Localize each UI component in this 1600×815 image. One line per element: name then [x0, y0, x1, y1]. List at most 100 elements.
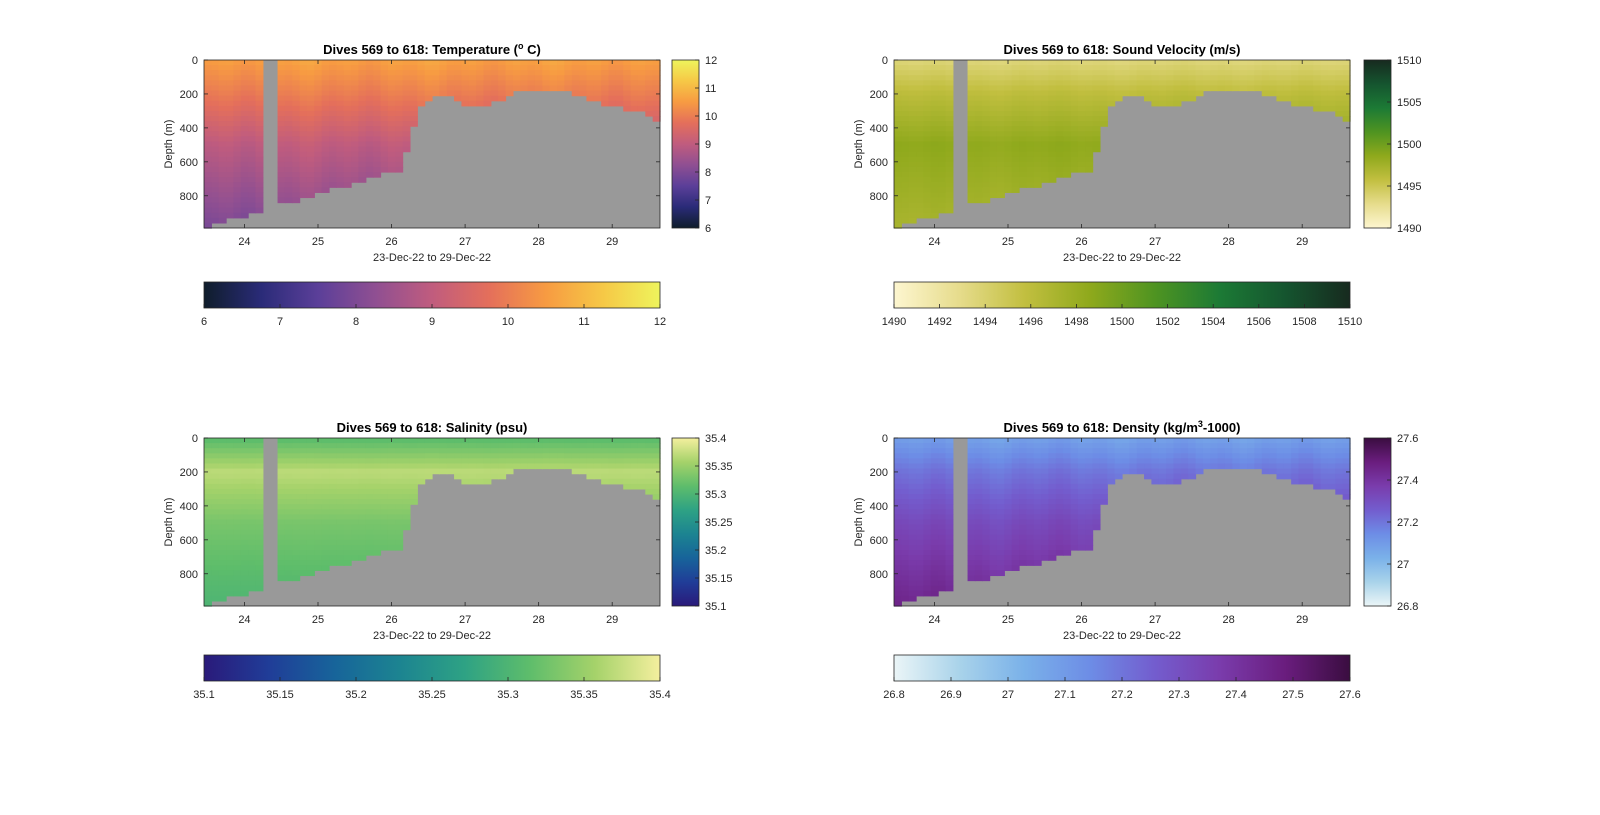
heatmap-cell: [446, 463, 455, 470]
heatmap-cell: [351, 488, 360, 495]
heatmap-cell: [1217, 443, 1226, 449]
heatmap-cell: [277, 161, 286, 168]
heatmap-cell: [1269, 443, 1278, 449]
heatmap-cell: [1070, 141, 1079, 148]
heatmap-cell: [938, 177, 947, 183]
heatmap-cell: [982, 60, 991, 66]
heatmap-cell: [1122, 75, 1130, 81]
heatmap-cell: [557, 75, 565, 81]
heatmap-cell: [211, 443, 220, 449]
heatmap-cell: [1261, 438, 1270, 444]
heatmap-cell: [1077, 509, 1086, 515]
heatmap-cell: [402, 524, 411, 531]
heatmap-cell: [901, 448, 910, 454]
heatmap-cell: [1055, 161, 1064, 168]
heatmap-cell: [974, 70, 983, 76]
heatmap-cell: [1026, 90, 1035, 97]
heatmap-cell: [967, 110, 976, 117]
heatmap-cell: [284, 565, 293, 571]
heatmap-cell: [586, 80, 595, 87]
heatmap-cell: [218, 570, 227, 577]
heatmap-cell: [645, 105, 654, 112]
heatmap-cell: [645, 90, 654, 97]
heatmap-cell: [373, 80, 382, 87]
heatmap-cell: [277, 468, 286, 475]
heatmap-cell: [343, 121, 352, 127]
heatmap-cell: [930, 478, 939, 485]
heatmap-cell: [1107, 60, 1116, 66]
heatmap-cell: [982, 156, 991, 163]
heatmap-cell: [483, 448, 492, 454]
heatmap-cell: [916, 85, 925, 92]
heatmap-cell: [402, 116, 411, 122]
heatmap-cell: [1291, 468, 1300, 475]
heatmap-cell: [615, 438, 624, 444]
heatmap-cell: [1122, 85, 1130, 92]
heatmap-cell: [336, 80, 345, 87]
heatmap-cell: [218, 116, 227, 122]
heatmap-cell: [1055, 514, 1064, 521]
heatmap-cell: [358, 539, 367, 546]
heatmap-cell: [454, 95, 463, 102]
heatmap-cell: [336, 146, 345, 153]
heatmap-cell: [967, 550, 976, 556]
heatmap-cell: [615, 65, 624, 71]
heatmap-cell: [373, 75, 382, 81]
heatmap-cell: [483, 438, 492, 444]
heatmap-cell: [1063, 514, 1072, 521]
heatmap-cell: [1019, 161, 1027, 168]
heatmap-cell: [329, 438, 337, 444]
heatmap-cell: [284, 182, 293, 188]
heatmap-cell: [1129, 80, 1138, 87]
heatmap-cell: [945, 70, 954, 76]
heatmap-cell: [358, 116, 367, 122]
heatmap-cell: [1033, 90, 1042, 97]
heatmap-cell: [365, 473, 374, 480]
heatmap-cell: [336, 131, 345, 137]
heatmap-cell: [1011, 468, 1020, 475]
heatmap-cell: [989, 565, 998, 571]
heatmap-cell: [329, 519, 337, 526]
heatmap-cell: [1210, 443, 1219, 449]
heatmap-cell: [204, 192, 212, 199]
heatmap-cell: [1019, 75, 1027, 81]
heatmap-cell: [1004, 166, 1013, 173]
heatmap-cell: [204, 100, 212, 107]
colorbar-tick-label: 35.2: [345, 689, 366, 701]
heatmap-cell: [255, 141, 264, 148]
heatmap-cell: [248, 90, 257, 97]
heatmap-cell: [284, 110, 293, 117]
heatmap-cell: [930, 590, 939, 597]
heatmap-cell: [387, 478, 396, 485]
heatmap-cell: [277, 550, 286, 556]
heatmap-cell: [306, 121, 315, 127]
heatmap-cell: [637, 70, 646, 76]
heatmap-cell: [255, 544, 264, 551]
heatmap-cell: [395, 519, 404, 526]
heatmap-cell: [1342, 110, 1351, 117]
colorbar-tick-label: 35.3: [497, 689, 518, 701]
heatmap-cell: [923, 585, 932, 592]
heatmap-cell: [923, 110, 932, 117]
heatmap-cell: [923, 161, 932, 168]
heatmap-cell: [945, 560, 954, 566]
heatmap-cell: [542, 458, 551, 465]
heatmap-cell: [652, 80, 661, 87]
heatmap-cell: [1004, 141, 1013, 148]
heatmap-cell: [343, 60, 352, 66]
heatmap-cell: [402, 75, 411, 81]
heatmap-cell: [1136, 458, 1145, 465]
heatmap-cell: [1004, 494, 1013, 500]
heatmap-cell: [446, 453, 455, 459]
heatmap-cell: [982, 473, 991, 480]
heatmap-cell: [373, 468, 382, 475]
heatmap-cell: [1055, 172, 1064, 178]
heatmap-cell: [1217, 65, 1226, 71]
heatmap-cell: [321, 116, 330, 122]
heatmap-cell: [923, 70, 932, 76]
horizontal-colorbar: 1490 1492 1494 1496 1498 1500 1502 1504 1506 1508…: [882, 281, 1362, 328]
heatmap-cell: [1151, 443, 1160, 449]
heatmap-cell: [292, 110, 301, 117]
heatmap-cell: [218, 90, 227, 97]
